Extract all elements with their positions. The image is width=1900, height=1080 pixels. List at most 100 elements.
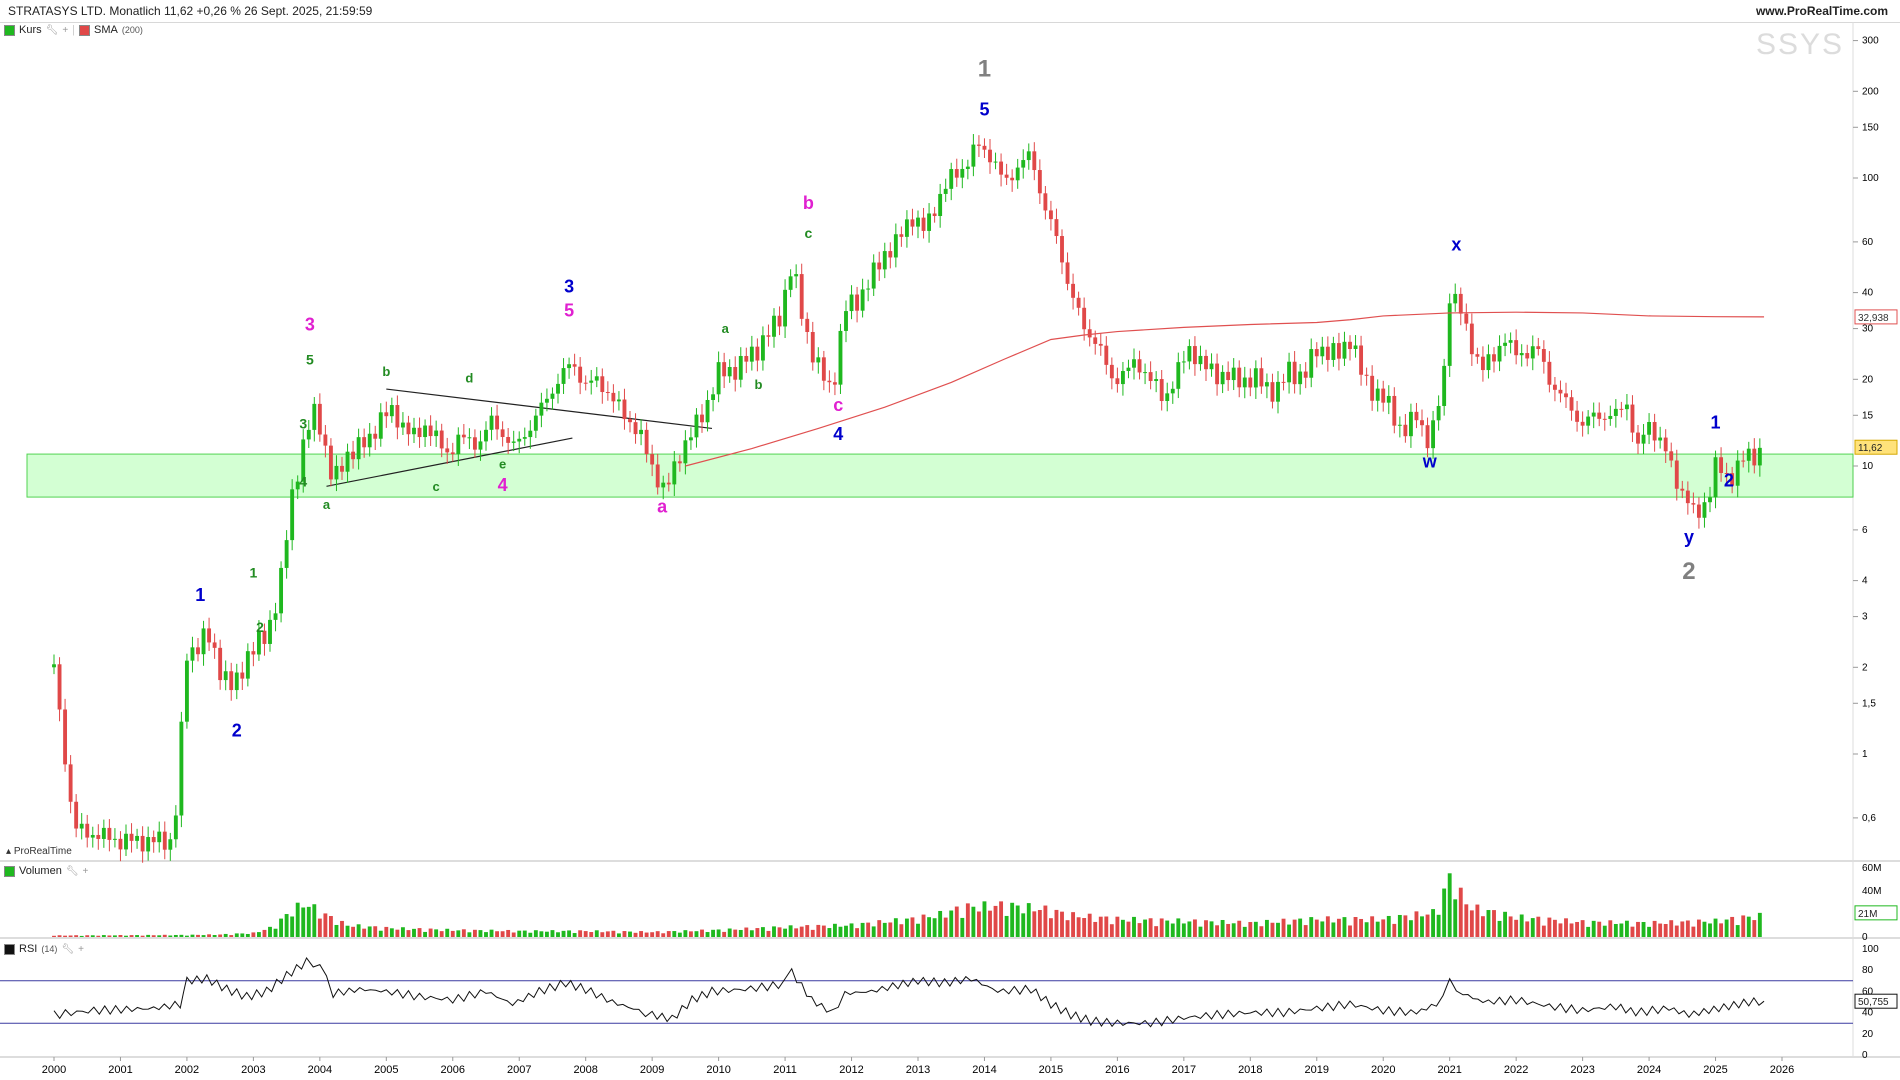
candle-body — [578, 366, 583, 383]
volume-bar — [999, 901, 1004, 937]
candle-body — [1065, 262, 1070, 284]
candle-body — [135, 835, 140, 841]
volume-bar — [744, 927, 749, 937]
candle-body — [666, 482, 671, 485]
time-tick-label: 2007 — [507, 1064, 531, 1076]
candle-body — [993, 161, 998, 163]
candle-body — [849, 294, 854, 312]
volume-bar — [1641, 922, 1646, 937]
volume-bar — [1093, 921, 1098, 937]
wave-label: y — [1684, 527, 1694, 547]
time-axis[interactable]: 2000 2001 2002 2003 2004 2005 2006 2007 2008 2009… — [42, 1057, 1794, 1076]
candle-body — [1591, 412, 1596, 417]
volume-bar — [306, 906, 311, 937]
volume-bar — [711, 929, 716, 937]
brand-link[interactable]: www.ProRealTime.com — [1755, 4, 1888, 18]
candle-body — [1381, 388, 1386, 403]
volume-bar — [705, 932, 710, 937]
volume-bar — [755, 928, 760, 937]
volume-bar — [1652, 920, 1657, 937]
price-color-swatch[interactable] — [4, 24, 15, 36]
candle-body — [1647, 422, 1652, 435]
rsi-color-swatch[interactable] — [4, 943, 15, 955]
candle-body — [184, 660, 189, 722]
time-tick-label: 2005 — [374, 1064, 398, 1076]
volume-bar — [1624, 920, 1629, 937]
volume-bar — [844, 925, 848, 937]
sma-color-swatch[interactable] — [79, 24, 91, 36]
candle-body — [528, 430, 533, 438]
volume-bar — [1220, 919, 1225, 937]
candle-body — [1336, 343, 1341, 359]
sma-value-tag-box — [1854, 309, 1898, 325]
volume-color-swatch[interactable] — [4, 865, 15, 877]
volume-legend-label[interactable]: Volumen — [19, 865, 62, 877]
volume-bar — [1204, 920, 1208, 937]
volume-bar — [162, 934, 167, 937]
volume-bar — [1259, 926, 1264, 937]
volume-bar — [567, 930, 572, 937]
volume-bar — [882, 922, 887, 937]
candle-body — [982, 145, 987, 150]
volume-bar — [1336, 918, 1341, 937]
candle-body — [1215, 363, 1220, 385]
candle-body — [334, 465, 339, 480]
candle-body — [777, 315, 782, 327]
volume-bar — [816, 924, 821, 937]
wrench-icon[interactable]: 🔧︎ — [61, 943, 75, 955]
price-axis[interactable]: 300 200 150 100 60 40 30 20 15 10 6 4 3 2 1,5 1 0,6 — [1853, 36, 1879, 824]
plus-icon[interactable]: + — [78, 943, 84, 955]
candle-body — [112, 838, 117, 840]
candle-body — [1414, 411, 1419, 421]
volume-bar — [982, 901, 987, 937]
volume-bar — [1115, 916, 1120, 937]
candle-body — [1170, 388, 1175, 394]
volume-bar — [317, 918, 322, 937]
price-legend-label[interactable]: Kurs — [19, 24, 42, 36]
candle-body — [1237, 367, 1242, 388]
plus-icon[interactable]: + — [82, 865, 89, 877]
time-tick-label: 2001 — [108, 1064, 132, 1076]
volume-bar — [1602, 925, 1607, 937]
wave-label: 1 — [195, 585, 205, 605]
candle-body — [428, 425, 433, 437]
rsi-legend-label[interactable]: RSI — [19, 943, 38, 955]
time-tick-label: 2010 — [706, 1064, 730, 1076]
wrench-icon[interactable]: 🔧︎ — [45, 24, 59, 36]
volume-bar — [234, 933, 239, 937]
volume-bar — [489, 929, 494, 937]
candle-body — [1032, 151, 1037, 171]
candle-body — [1558, 389, 1563, 394]
volume-bar — [838, 926, 843, 937]
candle-body — [1624, 404, 1629, 410]
sma-legend-label[interactable]: SMA — [94, 24, 118, 36]
volume-bar — [993, 905, 998, 937]
candle-body — [268, 619, 272, 644]
volume-bar — [417, 928, 422, 937]
candle-body — [157, 831, 162, 843]
volume-bar — [639, 931, 644, 937]
candle-body — [572, 364, 577, 367]
price-tick-label: 200 — [1862, 86, 1879, 97]
volume-bar — [456, 930, 461, 937]
sma-line — [685, 311, 1765, 467]
volume-bar — [334, 924, 339, 937]
wrench-icon[interactable]: 🔧︎ — [65, 865, 79, 877]
volume-bar — [1132, 916, 1136, 937]
volume-bar — [367, 926, 372, 937]
symbol-watermark: SSYS — [1755, 28, 1844, 61]
time-tick-label: 2017 — [1172, 1064, 1196, 1076]
volume-bar — [1669, 920, 1674, 937]
candle-body — [207, 628, 212, 643]
volume-bar — [949, 910, 954, 937]
volume-bar — [1486, 910, 1491, 937]
volume-bar — [1154, 926, 1159, 937]
plus-icon[interactable]: + — [62, 24, 69, 36]
candle-body — [1724, 472, 1729, 474]
candle-body — [168, 839, 173, 850]
candle-body — [456, 434, 461, 455]
time-tick-label: 2006 — [441, 1064, 465, 1076]
candle-body — [1730, 473, 1735, 486]
wave-label: b — [803, 193, 814, 213]
